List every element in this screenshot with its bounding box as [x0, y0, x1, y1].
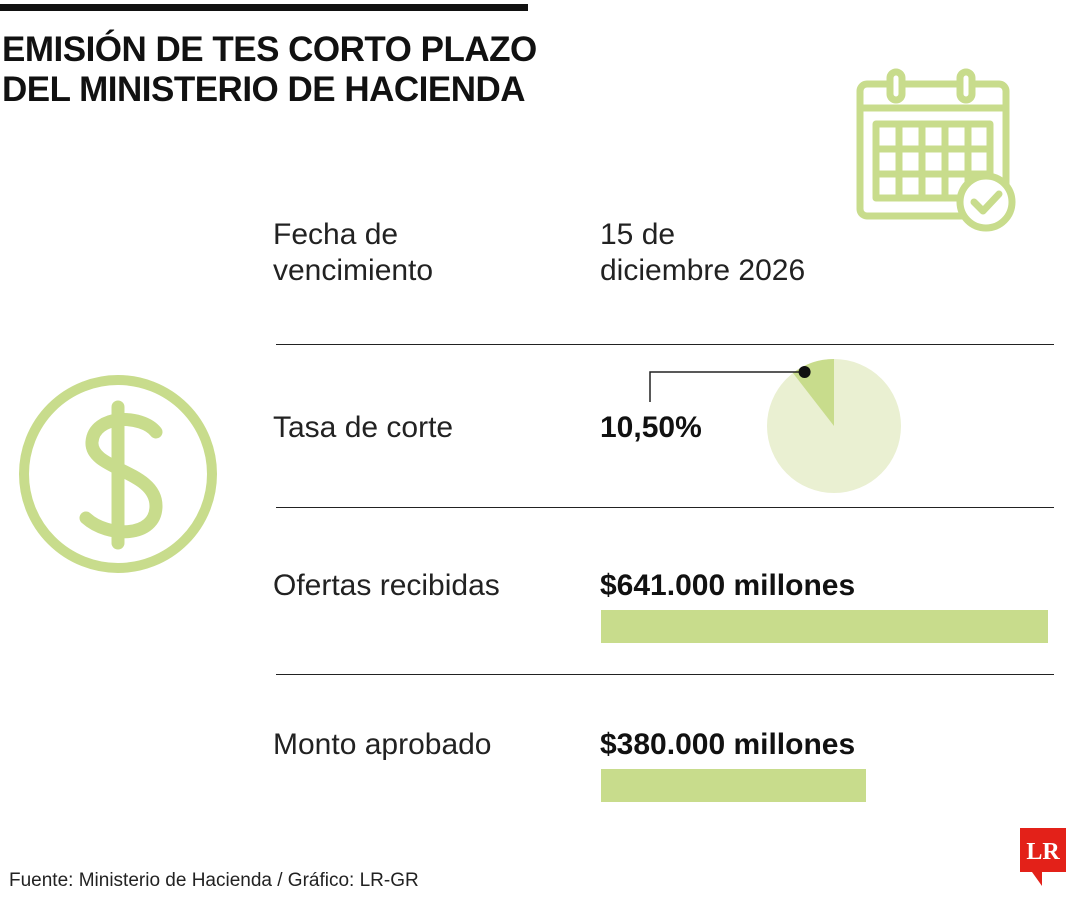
divider-2 — [276, 507, 1054, 508]
divider-1 — [276, 344, 1054, 345]
pie-leader-line — [649, 371, 805, 402]
divider-3 — [276, 674, 1054, 675]
dollar-circle-icon — [19, 375, 217, 573]
title-line-2: DEL MINISTERIO DE HACIENDA — [2, 70, 526, 109]
monto-label: Monto aprobado — [273, 728, 492, 761]
top-rule — [0, 4, 528, 11]
rate-pie-chart — [649, 359, 901, 493]
lr-logo: LR — [1020, 828, 1068, 890]
monto-value: $380.000 millones — [600, 728, 856, 761]
ofertas-value: $641.000 millones — [600, 569, 856, 602]
ofertas-bar — [601, 610, 1048, 643]
lr-logo-text: LR — [1026, 839, 1060, 865]
fecha-value-line-2: diciembre 2026 — [600, 254, 806, 287]
ofertas-label: Ofertas recibidas — [273, 569, 500, 602]
fecha-value-line-1: 15 de — [600, 218, 676, 251]
lr-logo-badge — [1020, 828, 1066, 886]
tasa-value: 10,50% — [600, 411, 702, 444]
fecha-value: 15 de diciembre 2026 — [600, 217, 805, 289]
source-credit: Fuente: Ministerio de Hacienda / Gráfico… — [9, 870, 419, 891]
pie-leader-dot — [798, 366, 811, 378]
tasa-label: Tasa de corte — [273, 411, 454, 444]
fecha-label: Fecha de vencimiento — [273, 217, 433, 289]
monto-bar — [601, 769, 866, 802]
fecha-label-line-1: Fecha de — [273, 218, 399, 251]
infographic-title: EMISIÓN DE TES CORTO PLAZO DEL MINISTERI… — [2, 30, 537, 110]
fecha-label-line-2: vencimiento — [273, 254, 434, 287]
title-line-1: EMISIÓN DE TES CORTO PLAZO — [2, 30, 537, 69]
calendar-check-icon — [856, 68, 1016, 232]
